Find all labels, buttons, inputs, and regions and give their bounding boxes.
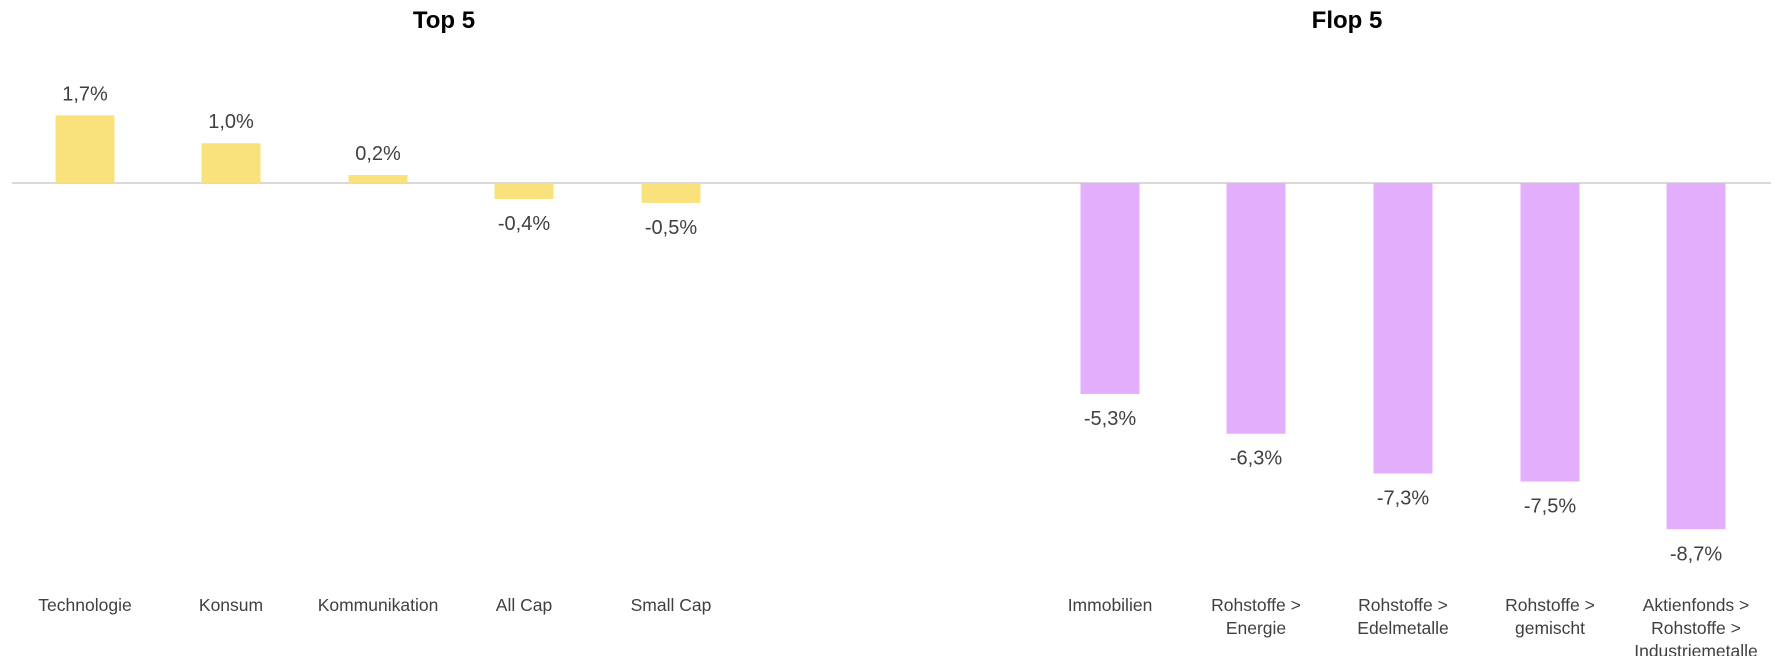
top-bar-kommunikation — [348, 175, 408, 183]
flop-bar-rohstoffe-edelmetalle — [1373, 183, 1433, 474]
top-value-label-small-cap: -0,5% — [645, 217, 697, 239]
flop-value-label-rohstoffe-edelmetalle: -7,3% — [1377, 488, 1429, 510]
flop-category-label-rohstoffe-gemischt: Rohstoffe > gemischt — [1505, 595, 1595, 638]
top-category-label-all-cap: All Cap — [496, 595, 552, 615]
chart-title-flop-5: Flop 5 — [1312, 7, 1383, 34]
top-value-label-technologie: 1,7% — [62, 83, 108, 105]
top-category-label-konsum: Konsum — [199, 595, 263, 615]
top-bar-small-cap — [641, 183, 701, 203]
chart-marks: 1,7% Technologie 1,0% Konsum 0,2% Kommunikati… — [38, 83, 1757, 656]
flop-category-label-rohstoffe-edelmetalle: Rohstoffe > Edelmetalle — [1357, 595, 1448, 638]
top-bar-technologie — [55, 115, 115, 183]
flop-value-label-rohstoffe-gemischt: -7,5% — [1524, 496, 1576, 518]
flop-value-label-aktienfonds-rohstoffe-industriemetalle: -8,7% — [1670, 543, 1722, 565]
flop-bar-immobilien — [1080, 183, 1140, 394]
flop-bar-rohstoffe-energie — [1226, 183, 1286, 434]
flop-category-label-rohstoffe-energie: Rohstoffe > Energie — [1211, 595, 1301, 638]
flop-category-label-aktienfonds-rohstoffe-industriemetalle: Aktienfonds > Rohstoffe > Industriemetalle — [1634, 595, 1758, 656]
top-category-label-technologie: Technologie — [38, 595, 131, 615]
flop-bar-rohstoffe-gemischt — [1520, 183, 1580, 482]
top-value-label-all-cap: -0,4% — [498, 213, 550, 235]
top-bar-konsum — [201, 143, 261, 183]
top-bar-all-cap — [494, 183, 554, 199]
top-value-label-kommunikation: 0,2% — [355, 143, 401, 165]
chart-title-top-5: Top 5 — [413, 7, 475, 34]
flop-category-label-immobilien: Immobilien — [1068, 595, 1153, 615]
flop-value-label-immobilien: -5,3% — [1084, 408, 1136, 430]
top-value-label-konsum: 1,0% — [208, 111, 254, 133]
top-category-label-kommunikation: Kommunikation — [318, 595, 439, 615]
top-category-label-small-cap: Small Cap — [631, 595, 712, 615]
flop-bar-aktienfonds-rohstoffe-industriemetalle — [1666, 183, 1726, 530]
flop-value-label-rohstoffe-energie: -6,3% — [1230, 448, 1282, 470]
